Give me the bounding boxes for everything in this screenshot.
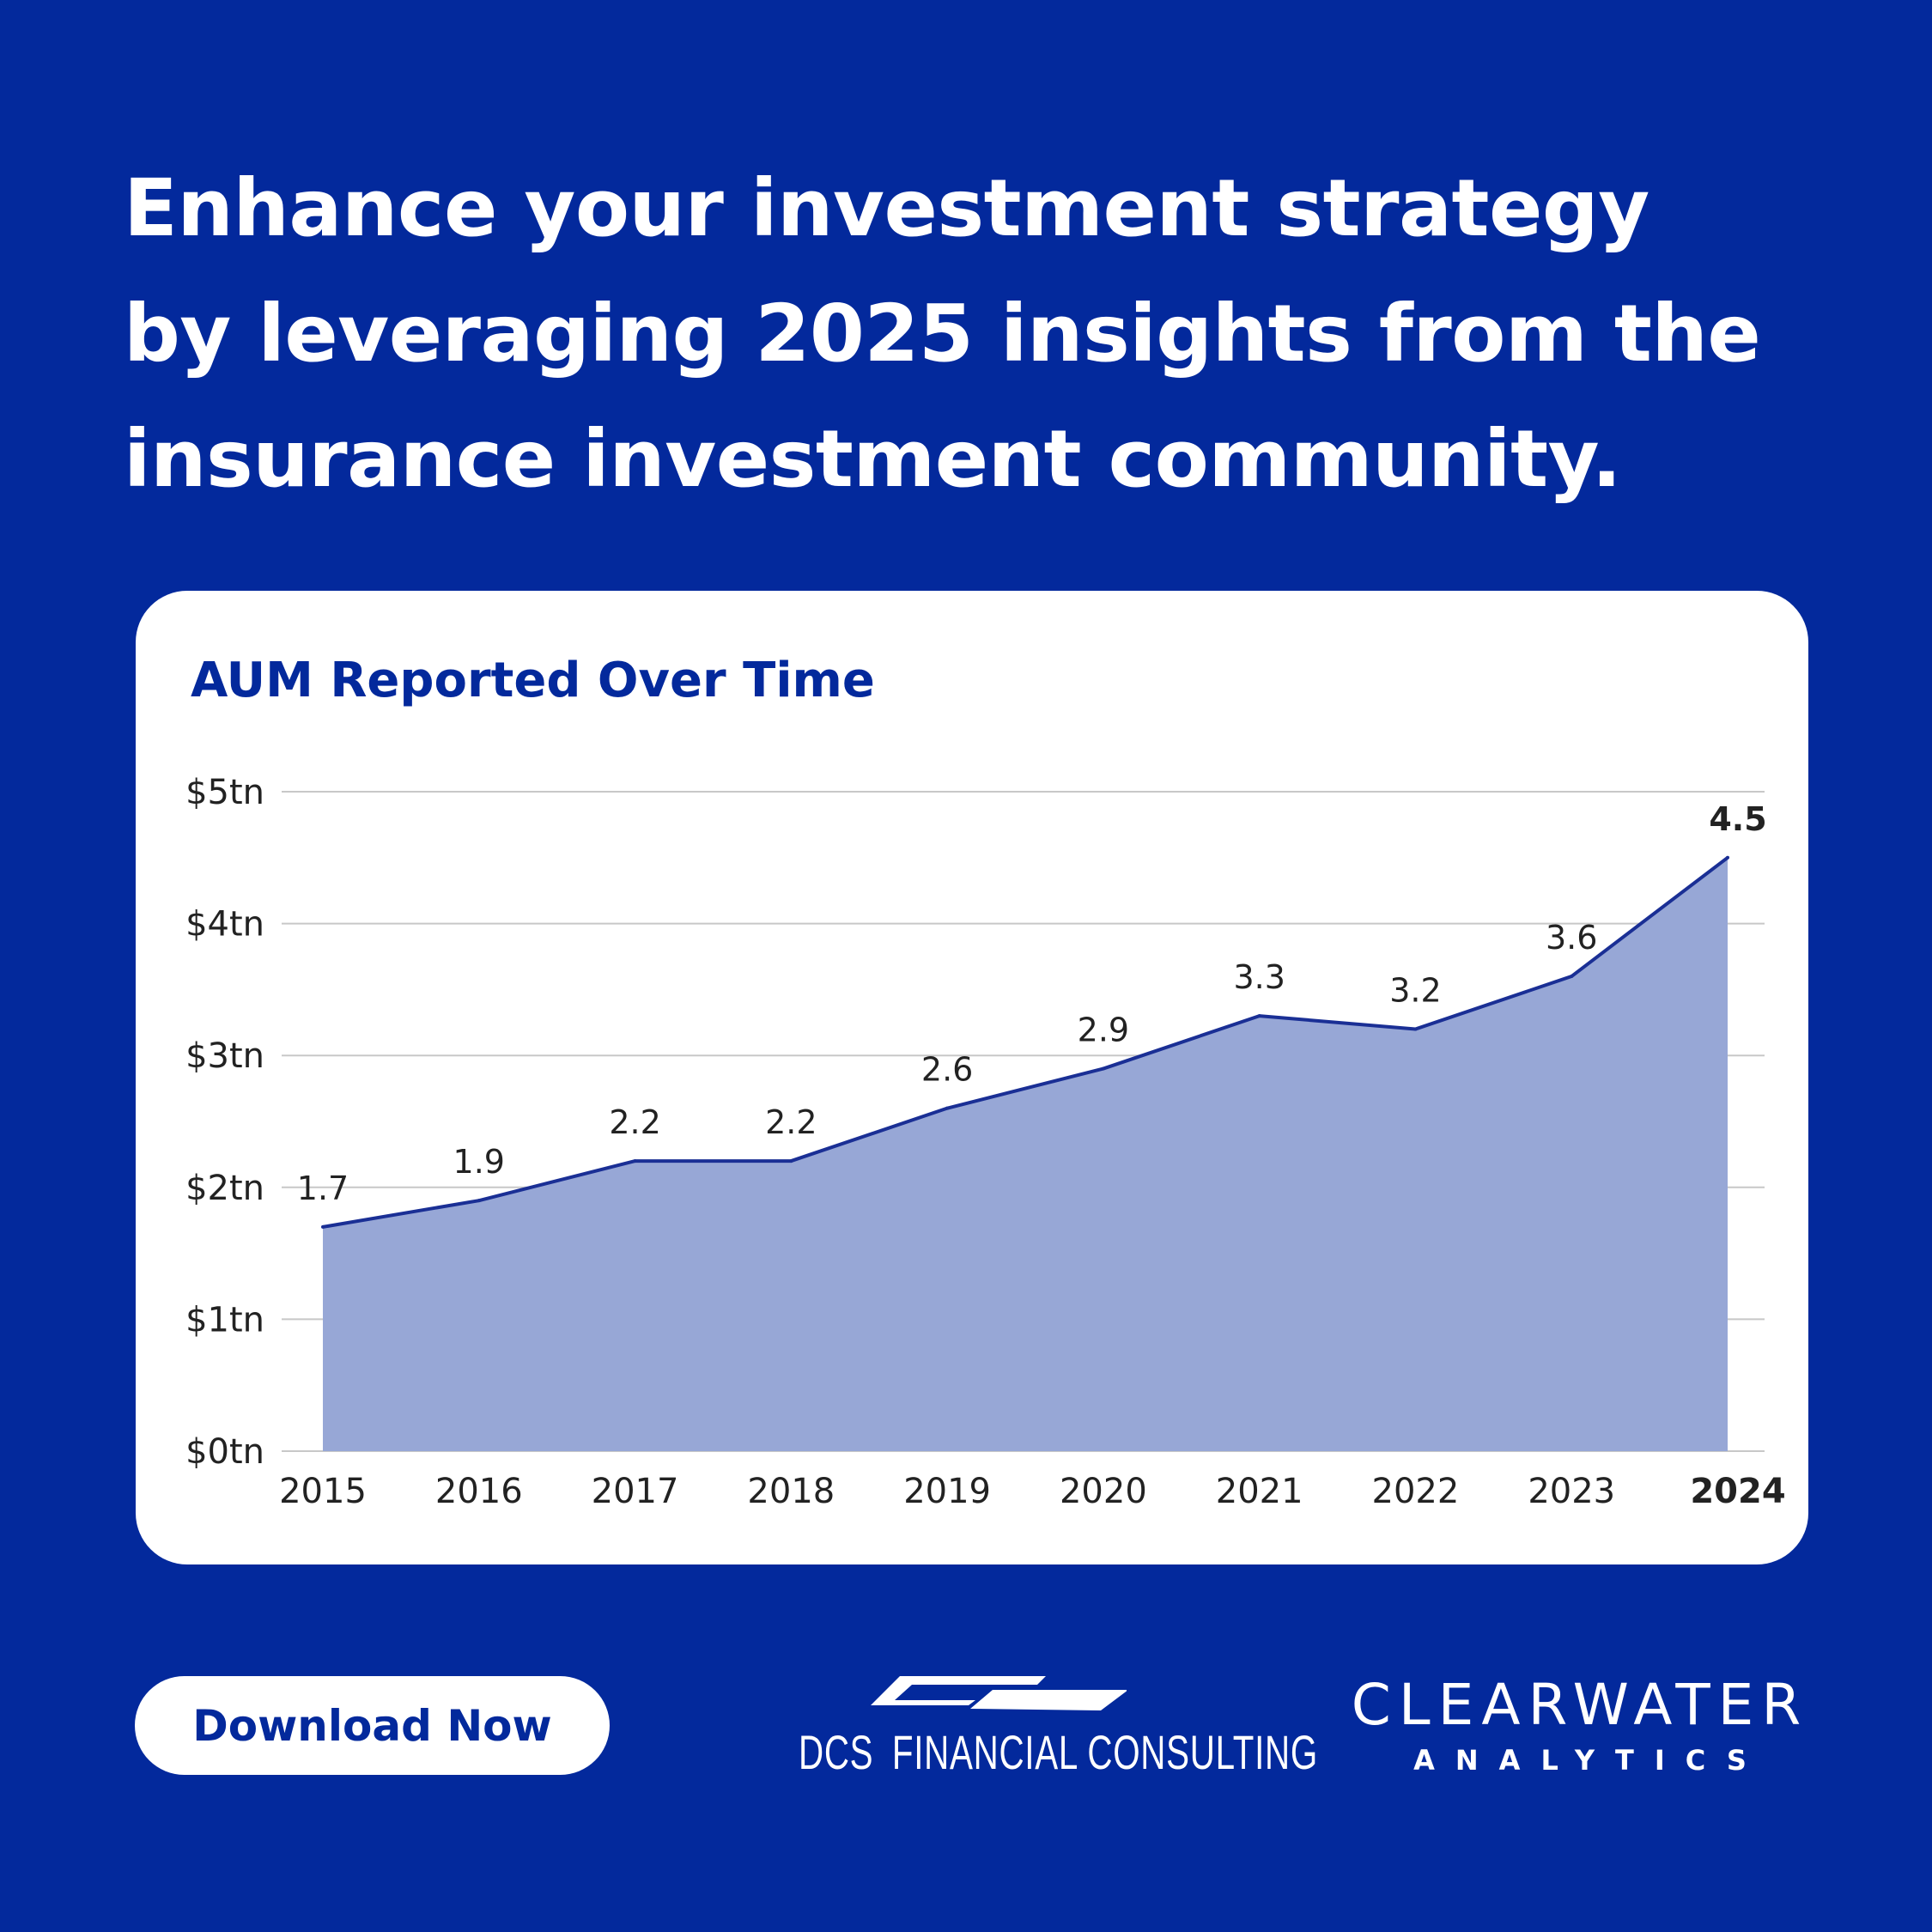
- headline: Enhance your investment strategy by leve…: [124, 146, 1824, 522]
- data-point: [633, 1159, 637, 1163]
- data-point: [1257, 1014, 1261, 1018]
- x-tick-label: 2019: [903, 1472, 991, 1511]
- x-tick-label: 2023: [1528, 1472, 1615, 1511]
- x-axis-tick-labels: 2015 2016 2017 2018 2019 2020 2021 2022 2023 2024: [279, 1472, 1786, 1511]
- dcs-mark-icon: [871, 1676, 1127, 1710]
- chart-title: AUM Reported Over Time: [191, 653, 875, 708]
- x-tick-label: 2015: [279, 1472, 367, 1511]
- data-point: [1726, 855, 1729, 860]
- data-label: 4.5: [1709, 800, 1766, 838]
- data-label: 1.7: [297, 1170, 349, 1207]
- data-point: [1413, 1027, 1418, 1031]
- dcs-name: FINANCIAL CONSULTING: [891, 1725, 1318, 1779]
- data-label: 2.6: [921, 1051, 973, 1089]
- clearwater-analytics-logo: CLEARWATER ANALYTICS: [1348, 1673, 1812, 1784]
- x-tick-label: 2024: [1690, 1472, 1785, 1511]
- data-point: [1101, 1066, 1105, 1071]
- data-label: 3.2: [1389, 971, 1441, 1009]
- analytics-wordmark: ANALYTICS: [1413, 1744, 1767, 1777]
- data-labels: 1.7 1.9 2.2 2.2 2.6 2.9 3.3 3.2 3.6 4.5: [297, 800, 1767, 1207]
- y-tick-label: $3tn: [185, 1036, 264, 1076]
- x-tick-label: 2017: [592, 1472, 679, 1511]
- headline-line-1: Enhance your investment strategy: [124, 162, 1649, 254]
- dcs-abbr: DCS: [799, 1725, 874, 1779]
- dcs-wordmark: DCS FINANCIAL CONSULTING: [799, 1724, 1318, 1781]
- dcs-financial-consulting-logo: DCS FINANCIAL CONSULTING: [799, 1673, 1317, 1783]
- data-label: 1.9: [453, 1143, 505, 1181]
- y-axis-tick-labels: $0tn $1tn $2tn $3tn $4tn $5tn: [185, 773, 264, 1472]
- y-tick-label: $5tn: [185, 773, 264, 812]
- data-point: [477, 1199, 481, 1203]
- data-label: 2.9: [1078, 1012, 1129, 1049]
- x-tick-label: 2021: [1216, 1472, 1303, 1511]
- y-tick-label: $2tn: [185, 1169, 264, 1208]
- data-point: [1570, 975, 1574, 979]
- x-tick-label: 2016: [435, 1472, 523, 1511]
- download-now-button[interactable]: Download Now: [135, 1676, 610, 1775]
- y-tick-label: $0tn: [185, 1432, 264, 1472]
- area-series: [321, 855, 1729, 1451]
- data-label: 3.3: [1233, 958, 1285, 996]
- x-tick-label: 2022: [1372, 1472, 1460, 1511]
- headline-line-3: insurance investment community.: [124, 413, 1622, 505]
- data-point: [321, 1224, 325, 1229]
- data-point: [945, 1106, 950, 1110]
- headline-line-2: by leveraging 2025 insights from the: [124, 288, 1761, 380]
- area-fill: [323, 857, 1728, 1451]
- x-tick-label: 2018: [747, 1472, 835, 1511]
- series-line: [322, 856, 1729, 1229]
- data-label: 2.2: [609, 1103, 660, 1141]
- x-tick-label: 2020: [1060, 1472, 1147, 1511]
- data-point: [789, 1159, 793, 1163]
- data-label: 3.6: [1546, 919, 1597, 957]
- y-tick-label: $1tn: [185, 1300, 264, 1340]
- clearwater-wordmark: CLEARWATER: [1351, 1672, 1809, 1738]
- data-label: 2.2: [765, 1103, 817, 1141]
- y-tick-label: $4tn: [185, 905, 264, 945]
